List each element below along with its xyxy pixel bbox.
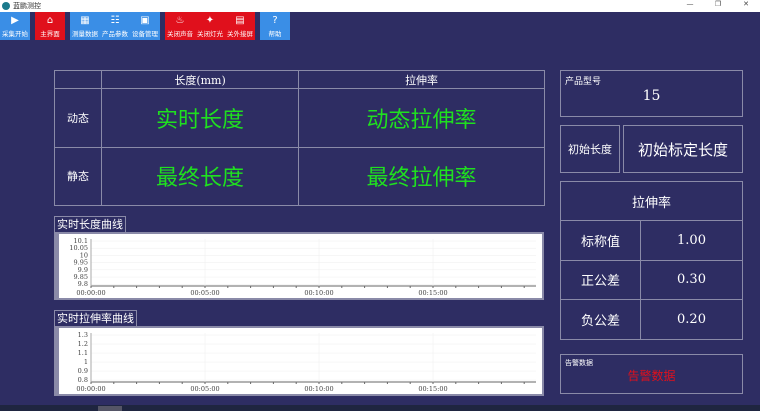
y-tick-label: 1.3 [78,331,88,339]
upper-tolerance-label: 正公差 [560,259,641,301]
y-tick-label: 0.8 [78,376,88,384]
app-logo-icon [2,2,10,10]
y-tick-label: 10.1 [74,237,88,245]
alarm-icon: ♨ [175,15,185,26]
y-tick-label: 9.9 [78,266,88,274]
y-tick-label: 1 [84,358,88,366]
scrollbar-thumb[interactable] [98,406,122,411]
stretch-panel: 拉伸率 标称值 1.00 正公差 0.30 负公差 0.20 [560,181,743,340]
product-model-panel: 产品型号 15 [560,70,743,117]
list-icon: ☷ [110,15,120,26]
y-tick-label: 9.85 [74,273,88,281]
y-tick-label: 0.9 [78,367,88,375]
x-tick-label: 00:10:00 [304,289,333,297]
initial-length-value: 初始标定长度 [623,125,743,173]
x-tick-label: 00:00:00 [76,289,105,297]
corner-cell [54,70,102,89]
alarm-label: 告警数据 [565,359,593,367]
length-chart-title: 实时长度曲线 [54,216,126,233]
stretch-chart: 1.3 1.2 1.1 1 0.9 0.8 00:00:00 00:05:00 00:10:00… [54,326,544,396]
measurement-table: 长度(mm) 拉伸率 动态 实时长度 动态拉伸率 静态 最终长度 最终拉伸率 [54,70,545,206]
screen-icon: ▤ [235,15,245,26]
dynamic-stretch-value: 动态拉伸率 [298,88,545,148]
device-icon: ▣ [140,15,150,26]
static-stretch-value: 最终拉伸率 [298,146,545,206]
toolbar-button-screen[interactable]: ▤ 关外接屏 [225,12,255,40]
dynamic-label: 动态 [54,88,102,148]
toolbar-button-label: 关闭灯光 [197,30,223,38]
x-tick-label: 00:15:00 [418,289,447,297]
x-tick-label: 00:00:00 [76,385,105,393]
toolbar-button-label: 设备管理 [132,30,158,38]
help-icon: ? [272,15,278,26]
stretch-header: 拉伸率 [298,70,545,89]
stretch-chart-title: 实时拉伸率曲线 [54,310,137,327]
stretch-panel-title: 拉伸率 [560,181,743,221]
toolbar-button-label: 采集开始 [2,30,28,38]
nominal-label: 标称值 [560,220,641,261]
toolbar-button-list[interactable]: ☷ 产品参数 [100,12,130,40]
static-label: 静态 [54,146,102,206]
toolbar-button-help[interactable]: ? 帮助 [260,12,290,40]
product-model-value: 15 [642,88,661,104]
alarm-value: 告警数据 [627,369,676,383]
toolbar-button-data-grid[interactable]: ▦ 测量数据 [70,12,100,40]
close-button[interactable]: ✕ [743,0,749,8]
minimize-button[interactable]: — [686,0,694,8]
initial-length-label: 初始长度 [560,125,620,173]
x-tick-label: 00:15:00 [418,385,447,393]
toolbar-button-play[interactable]: ▶ 采集开始 [0,12,30,40]
toolbar-button-label: 关外接屏 [227,30,253,38]
lower-tolerance-value: 0.20 [640,299,743,340]
toolbar-button-label: 帮助 [268,30,282,38]
toolbar-button-home[interactable]: ⌂ 主界面 [35,12,65,40]
dynamic-length-value: 实时长度 [100,88,300,148]
y-tick-label: 1.2 [78,340,88,348]
toolbar-button-label: 产品参数 [102,30,128,38]
toolbar-button-label: 主界面 [40,30,60,38]
y-tick-label: 9.8 [78,280,88,288]
light-icon: ✦ [205,15,215,26]
toolbar: ▶ 采集开始 ⌂ 主界面 ▦ 测量数据 ☷ 产品参数 ▣ 设备管理 ♨ 关闭声音 ✦ 关闭灯光 ▤ 关外接屏?… [0,12,290,40]
horizontal-scrollbar[interactable] [0,405,760,411]
title-bar: 蓝鹏测控 — ❐ ✕ [0,0,760,12]
maximize-button[interactable]: ❐ [714,0,722,8]
x-tick-label: 00:05:00 [190,289,219,297]
x-tick-label: 00:05:00 [190,385,219,393]
x-tick-label: 00:10:00 [304,385,333,393]
lower-tolerance-label: 负公差 [560,299,641,340]
alarm-panel: 告警数据 告警数据 [560,354,743,394]
toolbar-button-device[interactable]: ▣ 设备管理 [130,12,160,40]
product-model-label: 产品型号 [565,77,602,87]
play-icon: ▶ [11,15,19,26]
static-length-value: 最终长度 [100,146,300,206]
toolbar-button-label: 测量数据 [72,30,98,38]
toolbar-button-light[interactable]: ✦ 关闭灯光 [195,12,225,40]
window-title: 蓝鹏测控 [13,2,41,10]
home-icon: ⌂ [46,15,54,26]
length-header: 长度(mm) [100,70,300,89]
upper-tolerance-value: 0.30 [640,259,743,301]
y-tick-label: 9.95 [74,259,88,267]
length-chart: 10.1 10.05 10 9.95 9.9 9.85 9.8 00:00:00 00:05:0… [54,232,544,300]
toolbar-button-alarm[interactable]: ♨ 关闭声音 [165,12,195,40]
y-tick-label: 10 [80,251,88,259]
toolbar-button-label: 关闭声音 [167,30,193,38]
y-tick-label: 1.1 [78,349,88,357]
nominal-value: 1.00 [640,220,743,261]
y-tick-label: 10.05 [69,244,88,252]
data-grid-icon: ▦ [80,15,90,26]
